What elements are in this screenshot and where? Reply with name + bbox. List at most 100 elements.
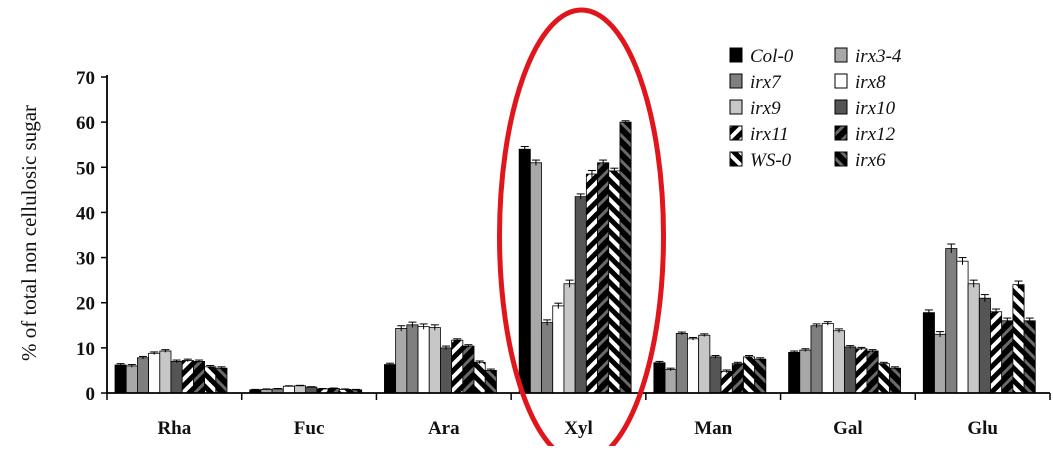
- bar-gal-irx10: [844, 346, 857, 394]
- bar-man-irx12: [731, 363, 744, 394]
- category-label-man: Man: [694, 418, 732, 439]
- legend-label-irx8: irx8: [855, 72, 886, 93]
- legend-label-irx12: irx12: [855, 124, 896, 145]
- bar-ara-ws-0: [473, 361, 486, 394]
- highlight: [497, 7, 666, 451]
- y-tick-label: 30: [76, 249, 95, 270]
- category-label-gal: Gal: [833, 418, 863, 439]
- bar-man-ws-0: [743, 356, 756, 394]
- bar-rha-irx11: [181, 360, 194, 394]
- bar-ara-irx11: [451, 339, 464, 394]
- bar-rha-irx10: [170, 360, 183, 394]
- legend-swatch-irx12: [834, 125, 848, 141]
- bar-ara-irx6: [484, 370, 497, 394]
- legend-swatch-irx10: [834, 99, 848, 115]
- legend-swatch-irx7: [729, 73, 743, 89]
- y-tick-label: 60: [76, 113, 95, 134]
- bar-man-irx10: [709, 356, 722, 394]
- legend-label-irx9: irx9: [750, 98, 781, 119]
- bar-xyl-irx6: [619, 121, 632, 394]
- bar-glu-irx11: [990, 311, 1003, 394]
- legend-label-irx6: irx6: [855, 150, 886, 171]
- bar-glu-irx10: [978, 297, 991, 394]
- bar-rha-col-0: [114, 364, 127, 394]
- bar-ara-irx3-4: [395, 328, 408, 394]
- bar-man-irx11: [720, 370, 733, 394]
- bar-glu-irx3-4: [934, 333, 947, 394]
- legend-label-col-0: Col-0: [750, 46, 794, 67]
- bar-glu-irx9: [967, 283, 980, 394]
- axes: [106, 75, 1051, 400]
- legend-label-irx3-4: irx3-4: [855, 46, 902, 67]
- y-axis-label: % of total non cellulosic sugar: [17, 105, 41, 361]
- bar-gal-irx12: [866, 350, 879, 394]
- legend-swatch-irx6: [834, 151, 848, 167]
- bar-rha-irx8: [148, 352, 161, 394]
- bar-xyl-ws-0: [608, 170, 621, 394]
- bar-ara-irx8: [417, 326, 430, 394]
- bar-xyl-col-0: [518, 148, 531, 394]
- bar-man-irx9: [698, 334, 711, 394]
- bar-ara-irx9: [428, 327, 441, 394]
- bar-rha-irx12: [192, 360, 205, 394]
- legend: Col-0 irx3-4 irx7 irx8 irx9 irx10 irx11 irx12 WS…: [729, 46, 902, 171]
- y-tick-label: 50: [76, 158, 95, 179]
- bar-xyl-irx12: [597, 162, 610, 394]
- bar-fuc-irx8: [282, 385, 295, 394]
- bar-rha-ws-0: [204, 366, 217, 394]
- bar-gal-irx11: [855, 348, 868, 394]
- legend-swatch-irx8: [834, 73, 848, 89]
- bar-xyl-irx10: [574, 196, 587, 394]
- legend-swatch-ws-0: [729, 151, 743, 167]
- bar-fuc-irx9: [294, 385, 307, 394]
- category-labels: Rha Fuc Ara Xyl Man Gal Glu: [157, 418, 998, 439]
- y-tick-label: 20: [76, 294, 95, 315]
- bars: [114, 120, 1036, 394]
- y-tick-label: 70: [76, 68, 95, 89]
- bar-gal-irx7: [810, 325, 823, 394]
- bar-gal-col-0: [788, 351, 801, 394]
- bar-ara-col-0: [384, 364, 397, 394]
- bar-man-irx6: [754, 358, 767, 394]
- y-axis-ticks: 0 10 20 30 40 50 60 70: [76, 68, 107, 405]
- category-label-ara: Ara: [428, 418, 460, 439]
- bar-man-irx8: [687, 338, 700, 394]
- bar-xyl-irx11: [585, 173, 598, 394]
- legend-label-ws-0: WS-0: [750, 150, 792, 171]
- category-label-xyl: Xyl: [564, 418, 593, 439]
- category-label-rha: Rha: [157, 418, 191, 439]
- legend-label-irx10: irx10: [855, 98, 896, 119]
- bar-gal-irx8: [821, 323, 834, 394]
- legend-swatch-irx11: [729, 125, 743, 141]
- bar-man-irx3-4: [664, 369, 677, 394]
- bar-gal-irx9: [832, 330, 845, 394]
- bar-gal-ws-0: [877, 363, 890, 394]
- legend-label-irx7: irx7: [750, 72, 782, 93]
- y-tick-label: 40: [76, 203, 95, 224]
- bar-xyl-irx9: [563, 283, 576, 394]
- legend-swatch-irx3-4: [834, 47, 848, 63]
- bar-man-col-0: [653, 362, 666, 394]
- bar-glu-irx8: [956, 260, 969, 394]
- bar-glu-irx12: [1001, 320, 1014, 394]
- y-tick-label: 10: [76, 339, 95, 360]
- bar-glu-col-0: [922, 312, 935, 394]
- bar-ara-irx7: [406, 324, 419, 394]
- bar-glu-ws-0: [1012, 284, 1025, 394]
- bar-man-irx7: [675, 333, 688, 394]
- bar-xyl-irx7: [541, 322, 554, 394]
- bar-ara-irx10: [440, 347, 453, 394]
- category-label-fuc: Fuc: [294, 418, 325, 439]
- legend-swatch-col-0: [729, 47, 743, 63]
- category-label-glu: Glu: [967, 418, 998, 439]
- bar-glu-irx7: [945, 248, 958, 394]
- bar-ara-irx12: [462, 345, 475, 394]
- bar-rha-irx7: [136, 357, 149, 394]
- highlight-ellipse: [497, 7, 666, 451]
- bar-gal-irx3-4: [799, 349, 812, 394]
- bar-rha-irx9: [159, 350, 172, 394]
- bar-xyl-irx8: [552, 305, 565, 394]
- y-tick-label: 0: [86, 384, 96, 405]
